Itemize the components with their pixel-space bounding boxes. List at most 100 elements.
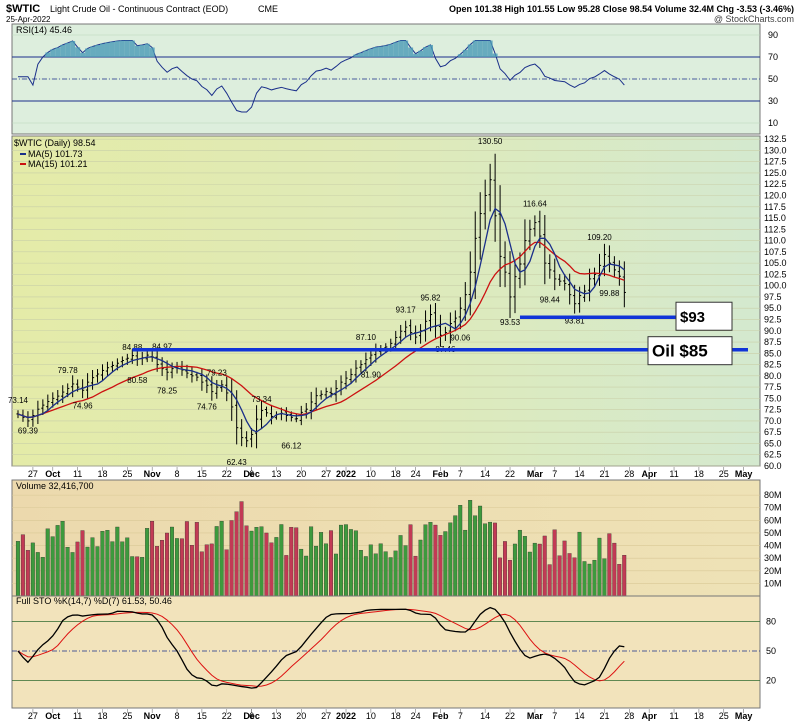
price-bar <box>563 274 567 291</box>
volume-bar <box>110 541 115 597</box>
price-tick-label: 117.5 <box>764 202 786 212</box>
volume-bar <box>314 545 319 597</box>
price-annotation: 81.90 <box>361 370 382 379</box>
x-axis-label: 18 <box>97 469 107 479</box>
volume-bar <box>617 564 622 597</box>
volume-bar <box>607 533 612 597</box>
volume-tick-label: 70M <box>764 503 782 513</box>
price-bar <box>592 267 597 286</box>
price-tick-label: 127.5 <box>764 157 787 167</box>
price-bar <box>498 185 502 287</box>
price-bar <box>359 360 363 373</box>
price-tick-label: 75.0 <box>764 393 782 403</box>
price-annotation: 84.88 <box>122 343 143 352</box>
volume-bar <box>214 526 219 597</box>
stoch-tick-label: 50 <box>766 646 776 656</box>
x-axis-label: May <box>735 469 753 479</box>
chart-header: $WTIC Light Crude Oil - Continuous Contr… <box>6 3 794 24</box>
price-tick-label: 87.5 <box>764 337 782 347</box>
volume-bar <box>433 524 438 597</box>
price-bar <box>617 260 621 286</box>
x-axis-label: 27 <box>321 711 331 721</box>
volume-bar <box>100 531 105 597</box>
price-bar <box>110 361 115 372</box>
x-axis-label: 21 <box>599 469 609 479</box>
x-axis-label: Oct <box>45 469 60 479</box>
volume-bar <box>25 550 30 597</box>
level-85-callout <box>647 336 733 366</box>
price-bar <box>409 319 413 341</box>
x-axis-label: 14 <box>575 469 585 479</box>
volume-tick-label: 50M <box>764 528 782 538</box>
volume-bar <box>209 543 214 597</box>
price-bar <box>438 314 443 347</box>
volume-tick-label: 10M <box>764 578 782 588</box>
x-axis-label: 14 <box>480 711 490 721</box>
x-axis-label: 18 <box>391 711 401 721</box>
price-bar <box>71 375 75 398</box>
price-bar <box>215 379 219 399</box>
level-93-callout <box>675 301 733 331</box>
volume-bar <box>289 527 294 597</box>
x-axis-label: 8 <box>175 711 180 721</box>
volume-bar <box>334 553 338 597</box>
price-annotation: 79.23 <box>207 368 228 377</box>
price-bar <box>568 273 572 305</box>
x-axis-label: 15 <box>197 469 207 479</box>
rsi-label: RSI(14) 45.46 <box>16 25 72 35</box>
volume-bar <box>65 547 70 597</box>
volume-bar <box>572 557 577 597</box>
x-axis-label: 25 <box>122 711 132 721</box>
ma15-legend: MA(15) 101.21 <box>28 159 88 169</box>
price-bar <box>548 254 552 279</box>
volume-bar <box>125 537 130 597</box>
volume-bar <box>517 529 522 597</box>
volume-bar <box>413 555 418 597</box>
x-axis-label: 24 <box>411 469 421 479</box>
volume-bar <box>279 524 284 597</box>
volume-tick-label: 80M <box>764 490 782 500</box>
price-tick-label: 70.0 <box>764 416 782 426</box>
price-tick-label: 65.0 <box>764 438 782 448</box>
x-axis-label: 24 <box>411 711 421 721</box>
volume-bar <box>254 527 259 597</box>
price-tick-label: 110.0 <box>764 236 786 246</box>
price-annotation: 98.44 <box>540 296 561 305</box>
volume-bar <box>50 536 55 597</box>
x-axis-label: 13 <box>271 711 281 721</box>
x-axis-label: 25 <box>719 711 729 721</box>
price-bar <box>369 348 373 366</box>
x-axis-label: 20 <box>296 469 306 479</box>
volume-bar <box>488 521 492 597</box>
stochastic-panel: Full STO %K(14,7) %D(7) 61.53, 50.46 20 5… <box>11 595 776 709</box>
chart-symbol: $WTIC <box>6 3 40 15</box>
volume-bar <box>577 531 582 597</box>
price-annotation: 99.88 <box>599 289 620 298</box>
volume-panel: Volume 32,416,700 10M 20M 30M 40M 50M 60M 70M 8… <box>11 479 782 597</box>
volume-bar <box>503 541 507 597</box>
x-axis-label: 14 <box>480 469 490 479</box>
price-tick-label: 122.5 <box>764 179 787 189</box>
price-annotation: 74.76 <box>197 402 218 411</box>
price-bar <box>245 431 249 448</box>
volume-tick-label: 30M <box>764 553 782 563</box>
price-bar <box>578 286 582 313</box>
price-bar <box>195 371 199 382</box>
price-annotation: 93.53 <box>500 318 521 327</box>
x-axis-label: Dec <box>243 711 260 721</box>
x-axis-label: Nov <box>144 469 161 479</box>
volume-bar <box>150 520 155 597</box>
price-bar <box>240 419 244 447</box>
volume-bar <box>309 526 314 597</box>
x-axis-label: 18 <box>97 711 107 721</box>
price-bar <box>61 385 65 404</box>
volume-bar <box>244 525 249 597</box>
price-bar <box>269 404 274 425</box>
volume-bar <box>20 534 25 597</box>
volume-bar <box>373 553 378 597</box>
price-bar <box>478 192 482 260</box>
volume-bar <box>170 526 174 597</box>
volume-bar <box>353 530 358 597</box>
price-tick-label: 60.0 <box>764 461 782 471</box>
